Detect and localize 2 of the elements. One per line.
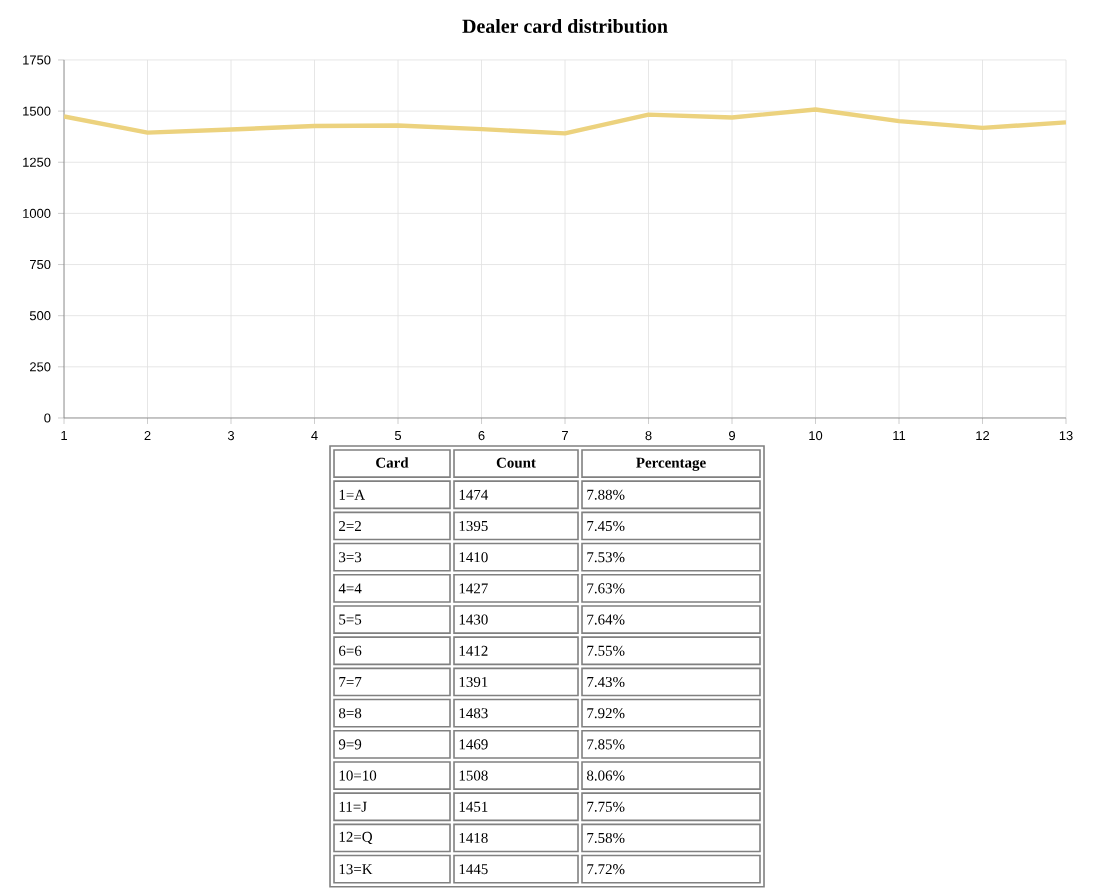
line-series <box>64 107 1067 136</box>
chart-title: Dealer card distribution <box>462 18 668 33</box>
